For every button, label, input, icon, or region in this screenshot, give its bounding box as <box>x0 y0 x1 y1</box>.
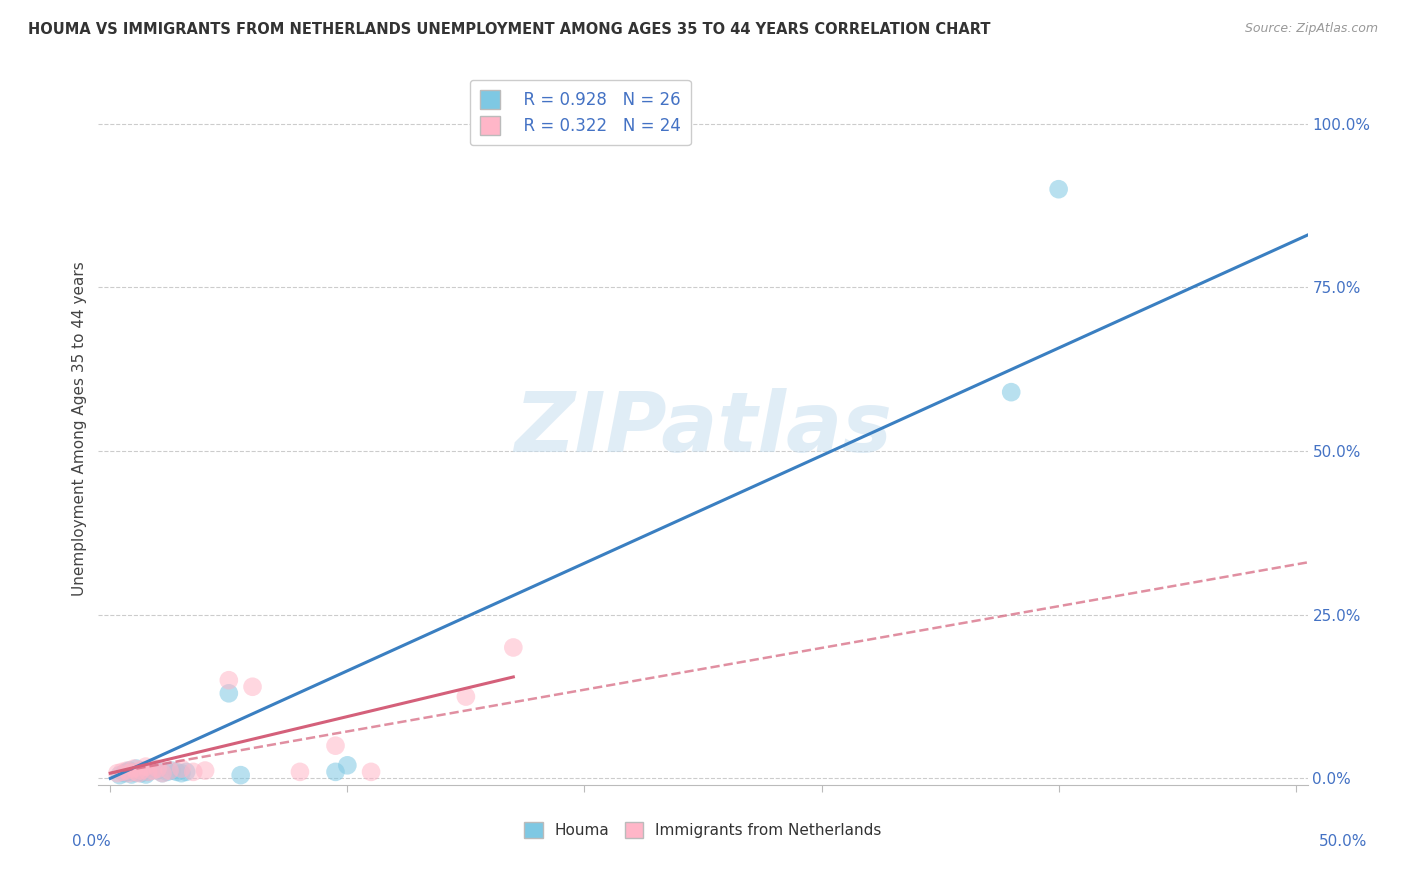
Point <box>156 764 179 779</box>
Y-axis label: Unemployment Among Ages 35 to 44 years: Unemployment Among Ages 35 to 44 years <box>72 260 87 596</box>
Text: ZIPatlas: ZIPatlas <box>515 388 891 468</box>
Legend:   R = 0.928   N = 26,   R = 0.322   N = 24: R = 0.928 N = 26, R = 0.322 N = 24 <box>470 79 690 145</box>
Point <box>170 766 193 780</box>
Point <box>142 762 165 776</box>
Point <box>170 762 193 776</box>
Point <box>502 640 524 655</box>
Point <box>115 764 138 778</box>
Point <box>132 764 155 778</box>
Point <box>111 764 134 779</box>
Point <box>108 768 131 782</box>
Point <box>129 764 152 778</box>
Point <box>135 759 157 773</box>
Point <box>142 764 165 778</box>
Point <box>121 767 143 781</box>
Point <box>454 690 477 704</box>
Point <box>129 766 152 780</box>
Point <box>122 765 145 780</box>
Point <box>125 762 148 776</box>
Point <box>146 764 169 778</box>
Point <box>229 768 252 782</box>
Point <box>325 764 347 779</box>
Point <box>242 680 264 694</box>
Text: 0.0%: 0.0% <box>72 834 111 849</box>
Point <box>152 766 174 780</box>
Legend: Houma, Immigrants from Netherlands: Houma, Immigrants from Netherlands <box>519 816 887 844</box>
Point <box>325 739 347 753</box>
Point <box>122 762 145 776</box>
Point <box>360 764 382 779</box>
Point <box>174 764 197 779</box>
Point <box>218 673 240 688</box>
Point <box>160 764 183 778</box>
Point <box>1047 182 1070 196</box>
Point <box>159 764 181 778</box>
Point <box>114 766 136 780</box>
Point <box>128 764 150 779</box>
Point <box>125 764 148 779</box>
Point <box>118 766 141 780</box>
Point <box>146 762 169 776</box>
Point <box>128 766 150 780</box>
Text: Source: ZipAtlas.com: Source: ZipAtlas.com <box>1244 22 1378 36</box>
Point <box>115 764 138 779</box>
Text: 50.0%: 50.0% <box>1319 834 1367 849</box>
Point <box>136 764 159 779</box>
Point <box>152 766 174 780</box>
Point <box>1000 385 1022 400</box>
Point <box>118 764 141 778</box>
Point <box>218 686 240 700</box>
Point <box>181 764 204 779</box>
Text: HOUMA VS IMMIGRANTS FROM NETHERLANDS UNEMPLOYMENT AMONG AGES 35 TO 44 YEARS CORR: HOUMA VS IMMIGRANTS FROM NETHERLANDS UNE… <box>28 22 991 37</box>
Point <box>166 764 188 779</box>
Point <box>194 764 217 778</box>
Point <box>336 758 359 772</box>
Point <box>105 766 128 780</box>
Point <box>288 764 311 779</box>
Point <box>135 767 157 781</box>
Point <box>136 764 159 779</box>
